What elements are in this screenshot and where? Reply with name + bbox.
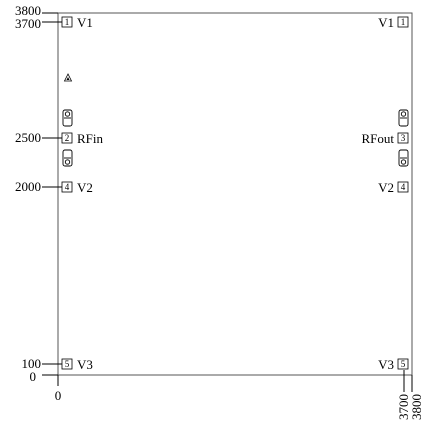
rf-probe-pads-right — [398, 109, 409, 167]
y-label-2000: 2000 — [15, 179, 41, 194]
pad-v1-left: 1 V1 — [61, 15, 93, 30]
x-axis-labels: 0 3700 3800 — [55, 388, 424, 420]
pad-number: 1 — [401, 17, 406, 27]
pad-label: V3 — [378, 357, 394, 372]
probe-pad-upper-right — [398, 109, 409, 127]
pad-label: RFout — [361, 131, 394, 146]
pad-box — [61, 16, 73, 28]
probe-pad-lower-right — [398, 149, 409, 167]
pad-number: 4 — [401, 182, 406, 192]
y-label-2500: 2500 — [15, 130, 41, 145]
pad-box — [397, 16, 409, 28]
pad-rfin-left: 2 RFin — [61, 131, 104, 146]
pad-v1-right: 1 V1 — [378, 15, 409, 30]
pad-label: V2 — [77, 180, 93, 195]
rf-probe-pads-left — [62, 109, 73, 167]
pad-v2-right: 4 V2 — [378, 180, 409, 195]
pad-box — [397, 132, 409, 144]
left-pads: 1 V1 2 RFin 4 V2 5 V3 — [61, 15, 104, 372]
pad-number: 5 — [65, 359, 70, 369]
pad-number: 1 — [65, 17, 70, 27]
alignment-mark-icon — [63, 73, 73, 82]
pad-label: V1 — [378, 15, 394, 30]
pad-v2-left: 4 V2 — [61, 180, 93, 195]
x-label-3700: 3700 — [396, 394, 411, 420]
probe-pad-upper-left — [62, 109, 73, 127]
y-label-100: 100 — [22, 356, 42, 371]
pad-box — [397, 358, 409, 370]
x-axis — [57, 370, 413, 392]
y-label-3800: 3800 — [15, 3, 41, 18]
y-label-3700: 3700 — [15, 16, 41, 31]
pad-v3-left: 5 V3 — [61, 357, 93, 372]
pad-box — [61, 358, 73, 370]
pad-number: 3 — [401, 133, 406, 143]
pad-v3-right: 5 V3 — [378, 357, 409, 372]
y-axis-labels: 3800 3700 2500 2000 100 0 — [15, 3, 41, 384]
pad-box — [61, 132, 73, 144]
die-outline — [57, 12, 413, 376]
pad-rfout-right: 3 RFout — [361, 131, 409, 146]
pad-number: 2 — [65, 133, 70, 143]
x-label-0: 0 — [55, 388, 62, 403]
pad-box — [397, 181, 409, 193]
y-label-0: 0 — [30, 369, 37, 384]
x-label-3800: 3800 — [409, 394, 424, 420]
y-axis — [42, 12, 62, 376]
pad-label: V1 — [77, 15, 93, 30]
right-pads: 1 V1 3 RFout 4 V2 5 V3 — [361, 15, 409, 372]
pad-label: RFin — [77, 131, 104, 146]
pad-label: V2 — [378, 180, 394, 195]
pad-number: 4 — [65, 182, 70, 192]
probe-pad-lower-left — [62, 149, 73, 167]
pad-box — [61, 181, 73, 193]
pad-number: 5 — [401, 359, 406, 369]
pad-label: V3 — [77, 357, 93, 372]
